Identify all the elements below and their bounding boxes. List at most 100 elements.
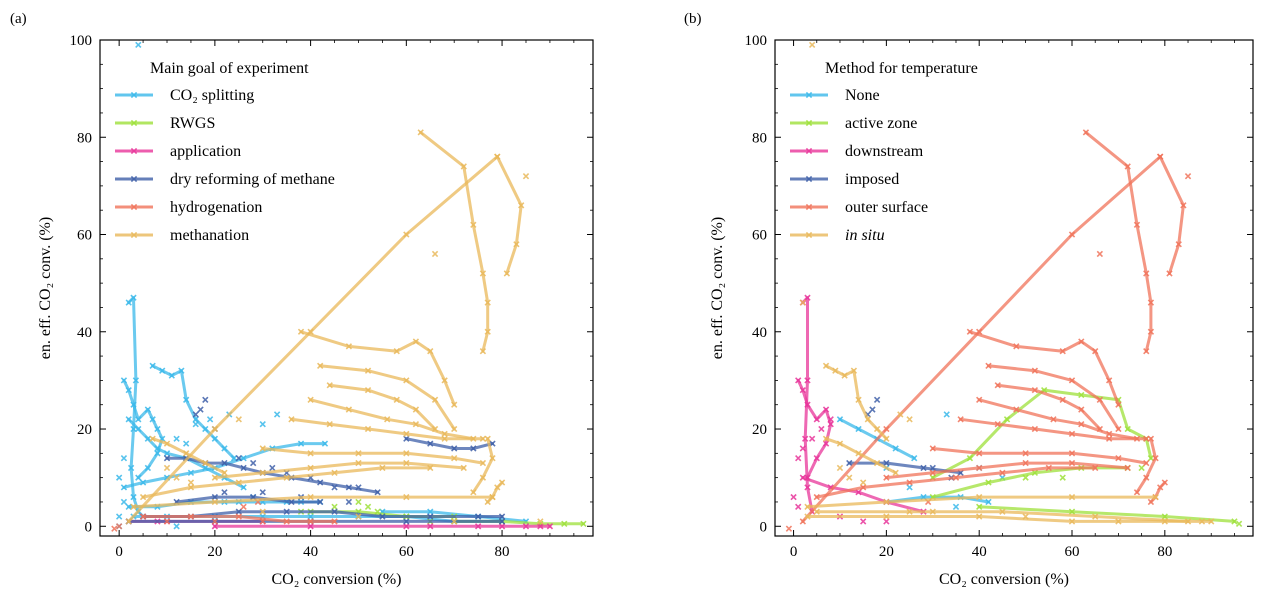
chart-1-series-5-marker — [822, 435, 830, 442]
chart-0-series-3-marker — [331, 508, 338, 515]
chart-0-series-5-point — [235, 416, 242, 423]
chart-1-series-4-line-11 — [1135, 437, 1157, 494]
chart-0-series-0-line-7 — [380, 510, 528, 523]
chart-1-series-4-marker — [1147, 498, 1155, 506]
chart-1-series-5-marker — [883, 498, 890, 506]
chart-0-series-3-marker — [403, 518, 410, 525]
chart-1-series-5-marker — [976, 513, 983, 520]
chart-0-series-5-marker — [384, 416, 391, 423]
chart-1-series-4-marker — [1092, 348, 1099, 355]
chart-0-series-5-line-5 — [328, 383, 437, 431]
chart-0-legend-marker-4 — [130, 203, 138, 211]
chart-1-legend-label-5: in situ — [845, 227, 885, 244]
chart-1-ytick-label: 20 — [752, 422, 767, 438]
chart-0-series-0-point — [192, 420, 199, 428]
chart-1-series-4-marker — [1078, 420, 1085, 428]
chart-0-series-4-point — [259, 518, 266, 525]
chart-1-series-4-marker — [799, 518, 807, 525]
chart-1-legend-label-1: active zone — [845, 115, 917, 132]
chart-0-series-3-marker — [317, 498, 324, 506]
chart-0-series-3-marker — [451, 445, 458, 452]
chart-0-series-1-marker — [580, 520, 587, 528]
chart-1-series-4-marker — [860, 484, 867, 491]
chart-1-series-1 — [929, 386, 1243, 528]
chart-0-series-5-marker — [364, 386, 372, 394]
chart-1-series-4-marker — [1022, 450, 1029, 457]
chart-0-series-5-marker — [412, 420, 420, 428]
chart-1-series-4-marker — [1068, 450, 1076, 457]
chart-0-series-0-marker — [135, 425, 142, 433]
chart-1-series-3-marker — [883, 459, 890, 467]
chart-0-series-5-marker — [513, 241, 520, 248]
chart-1-series-1-marker — [1068, 508, 1076, 515]
chart-1-series-2-point — [860, 518, 867, 525]
chart-0-series-3-marker — [317, 479, 324, 486]
chart-0-series-5-marker — [441, 435, 448, 442]
chart-0-series-5-marker — [403, 377, 410, 384]
chart-0-series-5-marker — [326, 420, 333, 428]
chart-0-series-0-marker — [159, 367, 166, 374]
chart-0-series-2-point — [427, 523, 434, 530]
chart-1-series-1-marker — [976, 503, 983, 510]
chart-0-legend-marker-1 — [130, 119, 138, 127]
chart-0-series-5-marker — [379, 464, 386, 472]
chart-0-series-1-marker — [561, 520, 568, 528]
chart-1-ytick-label: 0 — [760, 519, 768, 535]
chart-1-series-2-point — [827, 416, 834, 423]
chart-0-series-0-marker — [130, 294, 137, 301]
chart-1-series-4-marker — [1157, 153, 1164, 160]
chart-1-series-1-marker — [1124, 425, 1131, 433]
chart-0-series-0-point — [115, 474, 123, 481]
chart-0-legend-label-3: dry reforming of methane — [170, 171, 335, 188]
chart-0-series-5-point — [451, 518, 458, 525]
chart-0-series-0 — [115, 41, 530, 530]
chart-0-series-5-marker — [326, 382, 333, 389]
chart-1-series-4-line-7 — [959, 417, 1148, 441]
chart-1-ylabel: en. eff. CO₂ conv. (%) — [709, 217, 726, 359]
chart-1-series-4-marker — [1157, 484, 1164, 491]
chart-0-series-0-marker — [125, 416, 132, 423]
chart-0-series-5-marker — [460, 464, 467, 472]
chart-1-series-2-marker — [855, 489, 862, 496]
chart-0-series-5-line-6 — [309, 398, 475, 441]
chart-1-series-5-marker — [873, 425, 881, 433]
chart-0-series-5-marker — [412, 338, 420, 345]
chart-1-series-5-point — [799, 299, 807, 306]
chart-0-series-5-marker — [259, 469, 266, 476]
chart-1-series-1-marker — [1003, 416, 1011, 423]
chart-1-series-3-point — [873, 396, 881, 404]
chart-1-series-5-marker — [1092, 513, 1099, 520]
chart-0-series-3-point — [345, 498, 353, 506]
chart-0-ytick-label: 0 — [85, 519, 93, 535]
chart-0-series-5-line-1 — [419, 130, 490, 353]
chart-1-series-4-marker — [1133, 489, 1141, 496]
chart-1-series-4-point — [1184, 172, 1192, 180]
chart-1-series-2-point — [883, 518, 890, 525]
chart-1-series-4-marker — [1143, 435, 1150, 442]
chart-1-series-5-point — [1115, 518, 1122, 525]
chart-1-series-4-marker — [906, 479, 913, 486]
chart-1-series-4-line-1 — [1084, 130, 1153, 353]
chart-1-series-4-marker — [1059, 396, 1066, 404]
chart-0-series-5-marker — [518, 202, 525, 209]
chart-0-series-5-marker — [393, 348, 400, 355]
chart-0-series-0-line-2 — [151, 364, 236, 460]
chart-0-series-0-marker — [130, 493, 137, 501]
chart-0-series-0-point — [273, 411, 281, 418]
chart-1-series-4-marker — [1115, 425, 1122, 433]
chart-0-series-5-marker — [470, 221, 477, 228]
chart-0-series-3-marker — [283, 508, 290, 515]
chart-1-series-4-marker — [985, 362, 992, 369]
chart-0-series-4-marker — [235, 513, 242, 520]
chart-1-series-2-marker — [804, 484, 811, 491]
chart-0-series-4-marker — [187, 513, 195, 520]
chart-1-series-2-marker — [799, 474, 807, 481]
chart-0-series-0-point — [182, 440, 190, 447]
chart-0-series-5-marker — [484, 435, 491, 442]
chart-0-series-5-marker — [307, 396, 314, 404]
chart-0-series-5-marker — [427, 464, 434, 472]
chart-1-series-4-marker — [976, 396, 983, 404]
chart-1-xtick-label: 0 — [790, 544, 798, 560]
chart-0-series-5-marker — [283, 474, 290, 481]
chart-0-series-4-point — [307, 518, 314, 525]
